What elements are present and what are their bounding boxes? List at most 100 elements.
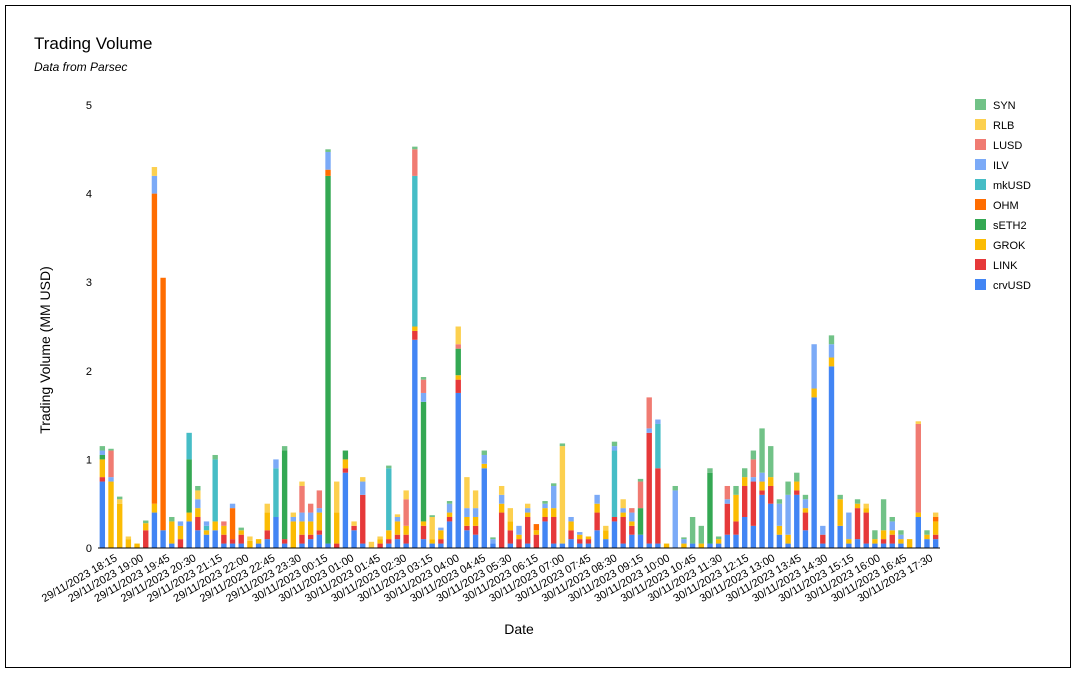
bar-segment-rlb (403, 490, 409, 500)
bar-segment-grok (412, 326, 418, 331)
bar-segment-grok (594, 503, 600, 513)
bar-segment-rlb (394, 514, 401, 517)
bar-segment-link (524, 516, 531, 544)
bar-segment-grok (620, 512, 626, 517)
bar-segment-crvusd (750, 525, 757, 548)
bar-segment-grok (177, 525, 184, 540)
bar-segment-mkusd (203, 525, 210, 531)
bar-segment-syn (386, 465, 392, 469)
bar-segment-syn (542, 501, 548, 504)
bar-segment-grok (151, 503, 158, 513)
bar-segment-crvusd (880, 543, 887, 548)
bar-segment-ilv (577, 532, 583, 535)
bar-segment-mkusd (412, 175, 418, 327)
bar-segment-syn (802, 494, 809, 500)
bar-segment-grok (603, 530, 609, 540)
bar-segment-crvusd (915, 516, 921, 548)
bar-segment-crvusd (568, 539, 574, 548)
bar-segment-crvusd (229, 543, 236, 548)
bar-segment-link (281, 539, 288, 544)
bar-segment-grok (889, 530, 895, 535)
bar-segment-crvusd (724, 534, 731, 548)
legend-label-grok: GROK (993, 240, 1026, 252)
bar-segment-syn (689, 516, 696, 544)
bar-segment-link (577, 539, 583, 544)
bar-segment-grok (863, 508, 869, 513)
bar-segment-rlb (524, 503, 531, 509)
bar-segment-crvusd (160, 530, 166, 548)
bar-segment-seth2 (186, 459, 192, 513)
bar-segment-ilv (785, 494, 791, 535)
bar-segment-grok (438, 530, 444, 540)
bar-segment-link (516, 539, 522, 548)
bar-segment-crvusd (846, 543, 852, 548)
bar-segment-grok (307, 521, 314, 535)
legend-label-link: LINK (993, 260, 1018, 272)
bar-segment-grok (264, 512, 270, 531)
bar-segment-crvusd (707, 543, 713, 548)
bar-segment-grok (99, 459, 106, 478)
bar-segment-seth2 (325, 175, 331, 544)
legend-swatch-mkusd (975, 179, 986, 190)
bar-segment-crvusd (186, 521, 192, 548)
bar-segment-syn (238, 527, 244, 531)
bar-segment-crvusd (472, 534, 479, 548)
bar-segment-lusd (646, 397, 652, 429)
bar-segment-crvusd (794, 494, 800, 548)
bar-segment-crvusd (889, 543, 895, 548)
bar-segment-syn (733, 485, 739, 495)
bar-segment-grok (472, 516, 479, 526)
bar-segment-crvusd (585, 543, 592, 548)
bar-segment-crvusd (524, 543, 531, 548)
legend-label-ohm: OHM (993, 200, 1019, 212)
bar-segment-mkusd (386, 468, 392, 531)
bar-segment-rlb (455, 326, 461, 345)
bar-segment-rlb (472, 490, 479, 509)
bar-segment-link (759, 490, 765, 495)
bar-segment-mkusd (186, 432, 192, 460)
bar-segment-grok (481, 463, 487, 469)
bar-segment-crvusd (455, 392, 461, 548)
bar-segment-lusd (299, 485, 305, 513)
bar-segment-grok (498, 503, 505, 513)
bar-segment-ilv (820, 525, 826, 535)
bar-segment-crvusd (863, 543, 869, 548)
bar-segment-rlb (290, 512, 296, 517)
bar-segment-ilv (724, 499, 731, 504)
bar-segment-ohm (932, 516, 939, 522)
bar-segment-grok (629, 521, 635, 526)
bar-segment-link (794, 490, 800, 495)
bar-segment-rlb (377, 536, 383, 540)
bar-segment-rlb (195, 490, 201, 500)
bar-segment-link (568, 530, 574, 540)
bar-segment-ilv (811, 344, 817, 389)
bar-segment-link (880, 539, 887, 544)
bar-segment-link (386, 539, 392, 544)
bar-segment-syn (325, 149, 331, 152)
bar-segment-ilv (551, 485, 557, 509)
bar-segment-syn (195, 485, 201, 491)
bar-segment-syn (429, 515, 435, 517)
bar-segment-lusd (455, 344, 461, 349)
bar-segment-syn (715, 536, 722, 540)
bar-segment-lusd (915, 423, 921, 513)
bar-segment-grok (880, 530, 887, 540)
bar-segment-syn (490, 537, 496, 540)
bar-segment-grok (794, 481, 800, 491)
bar-segment-lusd (724, 485, 731, 500)
bar-segment-grok (117, 503, 123, 548)
bar-segment-crvusd (446, 521, 453, 548)
bar-segment-link (403, 534, 409, 544)
bar-segment-lusd (307, 503, 314, 513)
bar-segment-crvusd (776, 534, 783, 548)
bar-segment-crvusd (99, 481, 106, 548)
bar-segment-ilv (438, 527, 444, 531)
bar-segment-crvusd (785, 543, 791, 548)
bar-segment-grok (663, 543, 670, 548)
bar-segment-crvusd (420, 539, 427, 548)
bar-segment-ilv (646, 428, 652, 433)
bar-segment-ilv (846, 512, 852, 540)
bar-segment-grok (846, 539, 852, 544)
bar-segment-ilv (307, 512, 314, 522)
